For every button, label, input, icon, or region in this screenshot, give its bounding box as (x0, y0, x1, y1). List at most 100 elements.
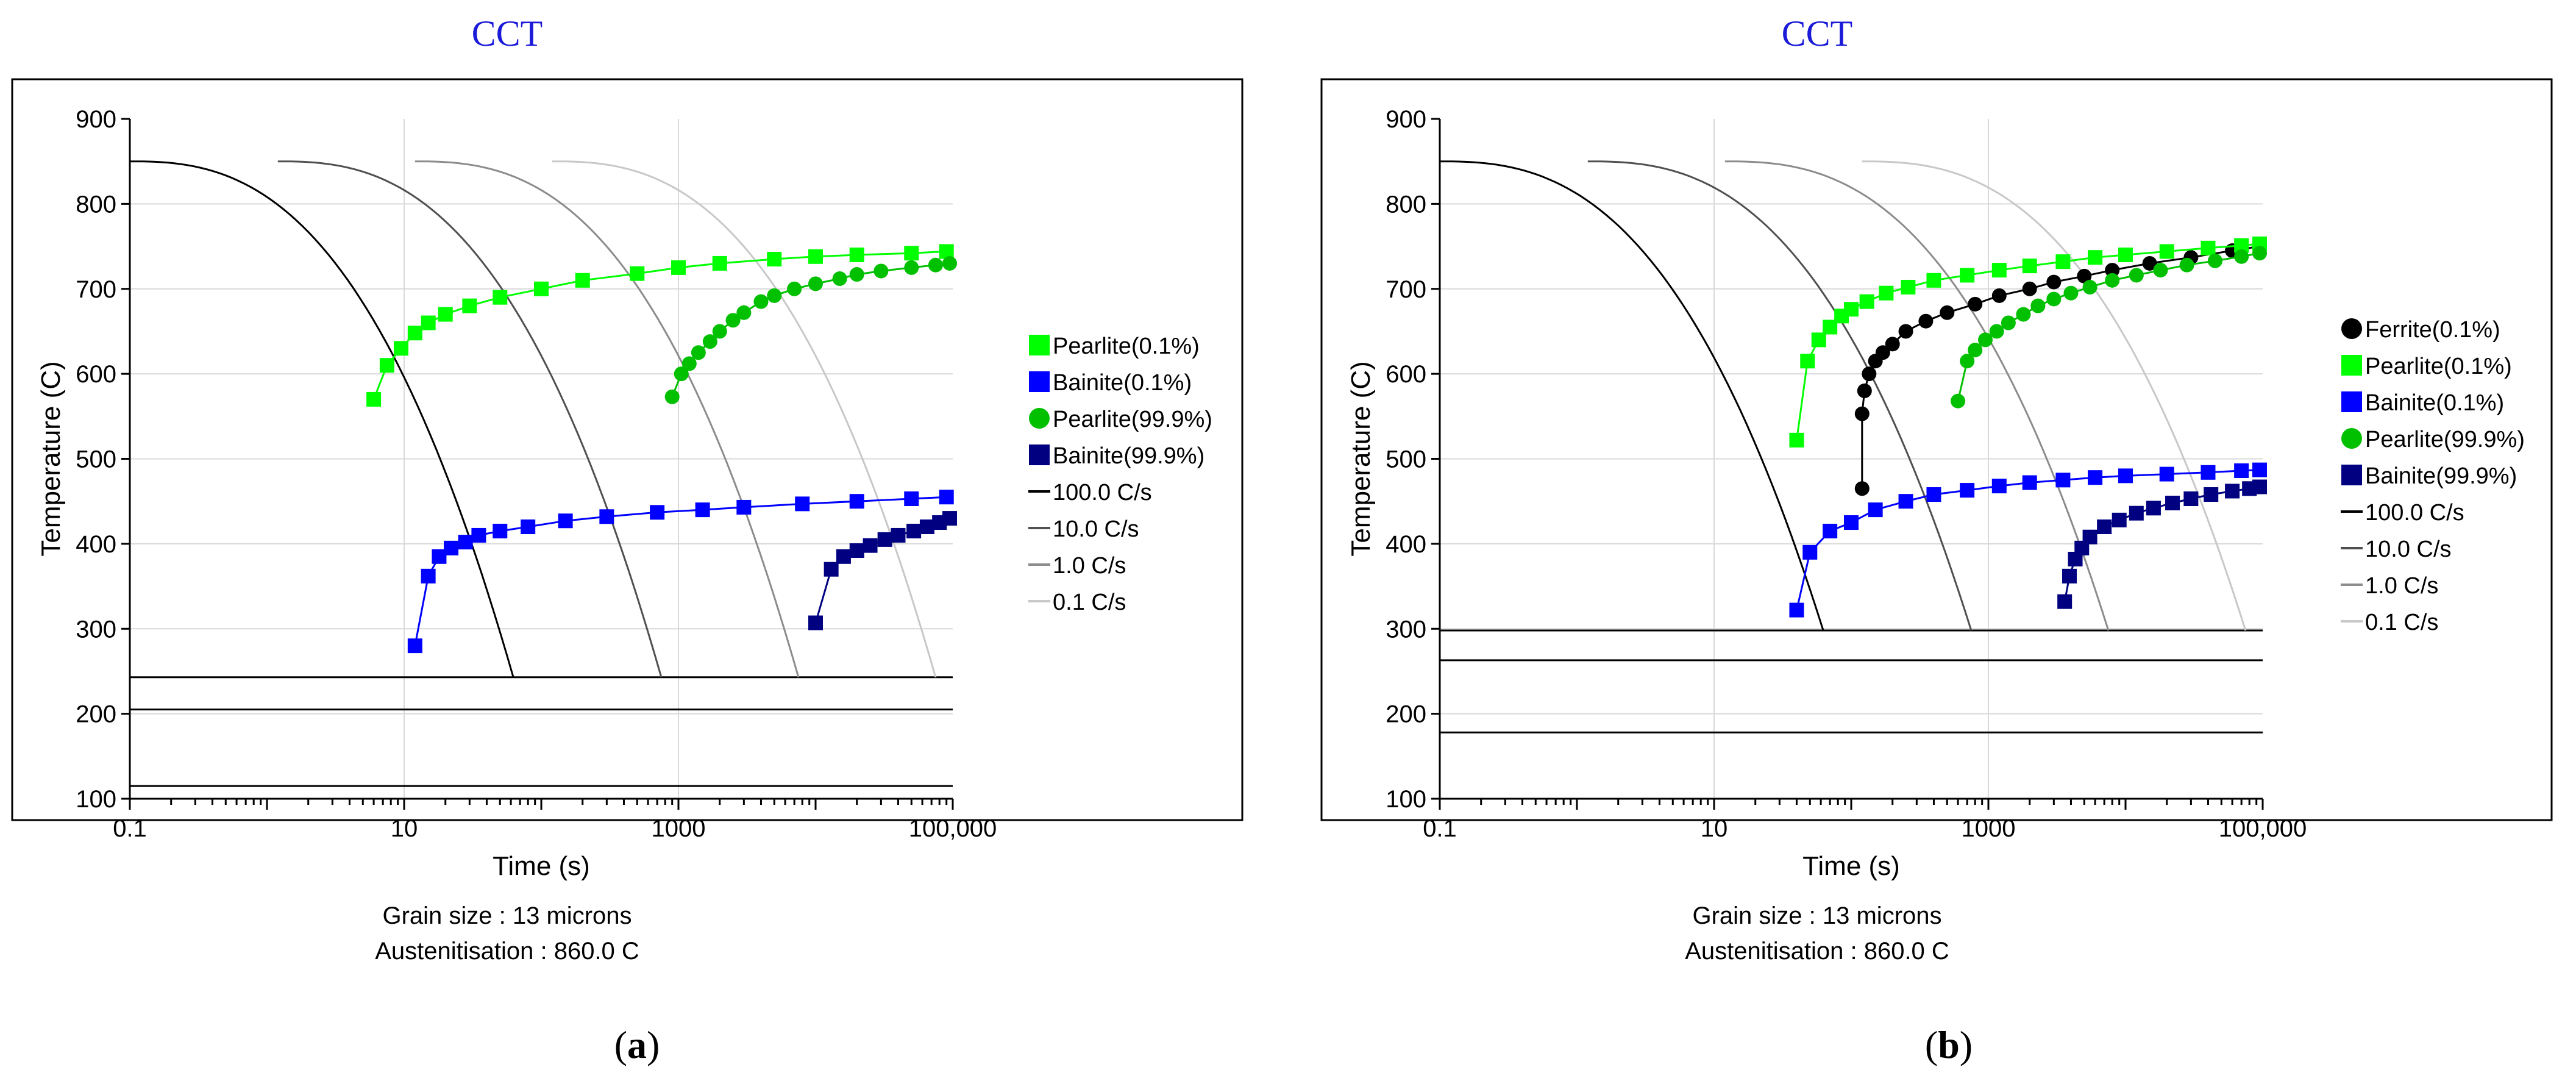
legend-entry: 10.0 C/s (1053, 516, 1139, 542)
data-point (2022, 259, 2037, 274)
data-point (521, 519, 536, 534)
cooling-curve (415, 160, 800, 678)
data-point (1854, 481, 1870, 496)
data-point (787, 281, 802, 296)
x-tick-label: 0.1 (1423, 815, 1457, 842)
y-tick-label: 500 (1386, 446, 1426, 473)
data-point (1977, 332, 1993, 348)
data-point (2105, 263, 2120, 278)
data-point (2030, 298, 2046, 313)
data-point (2046, 274, 2062, 290)
data-point (1960, 268, 1975, 283)
data-point (873, 263, 889, 279)
legend-entry: 10.0 C/s (2365, 537, 2452, 562)
data-point (1875, 345, 1890, 360)
x-tick-label: 1000 (1962, 815, 2016, 842)
y-tick-label: 900 (76, 106, 116, 133)
data-point (725, 313, 741, 328)
data-point (2165, 495, 2180, 510)
y-tick-label: 200 (76, 701, 116, 728)
data-point (2082, 529, 2097, 544)
legend-entry: 100.0 C/s (1053, 480, 1152, 505)
data-point (2252, 479, 2267, 494)
panel-label: (a) (614, 1023, 660, 1066)
chart-footer-text: Grain size : 13 microns (382, 902, 632, 929)
data-point (1811, 332, 1826, 348)
data-point (2129, 505, 2144, 521)
data-point (1789, 602, 1804, 618)
chart-panel-a: CCT 100 200 300 400 500 600 700 800 900 0.1 10 1000 1… (11, 13, 1244, 1066)
data-point (1960, 483, 1975, 498)
data-point (1951, 393, 1966, 409)
y-axis-label: Temperature (C) (1346, 361, 1376, 556)
legend-entry: Bainite(0.1%) (2365, 390, 2504, 416)
data-point (939, 490, 954, 505)
data-point (1926, 273, 1941, 288)
data-point (366, 391, 382, 407)
data-point (849, 248, 864, 262)
y-tick-label: 100 (76, 786, 116, 813)
data-point (444, 540, 459, 555)
chart-footer-text: Austenitisation : 860.0 C (1685, 938, 1949, 965)
y-tick-label: 400 (1386, 531, 1426, 558)
x-tick-label: 100,000 (909, 815, 997, 842)
data-point (877, 532, 892, 547)
data-point (558, 513, 573, 529)
data-point (421, 315, 436, 330)
y-tick-label: 800 (76, 191, 116, 218)
data-point (1868, 502, 1883, 518)
data-point (695, 502, 710, 518)
legend-entry: Bainite(99.9%) (2365, 463, 2517, 489)
legend-marker (1029, 371, 1050, 392)
chart-panel-b: CCT 100 200 300 400 500 600 700 800 900 0.1 10 1000 1… (1320, 13, 2553, 1066)
legend-entry: Pearlite(99.9%) (2365, 427, 2525, 452)
data-point (702, 334, 717, 349)
data-point (1823, 523, 1838, 538)
data-point (575, 273, 590, 288)
data-point (2204, 487, 2219, 502)
data-point (712, 324, 727, 339)
cooling-curve (1440, 160, 1824, 631)
data-point (1862, 366, 1877, 382)
legend-marker (2341, 318, 2362, 339)
data-point (736, 499, 752, 515)
data-point (393, 341, 408, 356)
data-point (942, 255, 957, 271)
panel-label: (b) (1925, 1023, 1973, 1066)
legend-marker (1029, 444, 1050, 465)
x-tick-label: 10 (1701, 815, 1728, 842)
data-point (753, 294, 769, 309)
data-point (2234, 249, 2249, 264)
y-tick-label: 700 (1386, 276, 1426, 303)
legend-marker (2341, 428, 2362, 449)
data-point (407, 326, 422, 341)
data-point (599, 509, 614, 524)
data-point (906, 523, 922, 538)
cooling-curve (130, 160, 514, 678)
data-point (767, 251, 782, 266)
data-point (407, 638, 422, 654)
cooling-curve (552, 160, 937, 678)
x-axis-label: Time (s) (1802, 851, 1900, 881)
data-point (863, 538, 878, 553)
data-point (534, 281, 549, 296)
data-point (1918, 313, 1934, 329)
data-point (1800, 354, 1815, 369)
data-point (2179, 257, 2194, 273)
legend-entry: 100.0 C/s (2365, 500, 2464, 526)
data-point (493, 290, 508, 305)
data-point (2129, 268, 2144, 283)
legend-entry: Pearlite(99.9%) (1053, 407, 1212, 432)
data-point (1940, 305, 1955, 320)
data-point (2252, 246, 2267, 261)
legend-entry: 1.0 C/s (1053, 553, 1126, 579)
legend-entry: Bainite(0.1%) (1053, 370, 1192, 396)
data-point (1844, 302, 1859, 317)
data-point (795, 496, 810, 512)
data-point (836, 549, 851, 564)
y-tick-label: 900 (1386, 106, 1426, 133)
data-point (849, 267, 864, 282)
data-point (808, 615, 823, 630)
data-point (1968, 343, 1983, 358)
chart-frame (1320, 78, 2553, 821)
